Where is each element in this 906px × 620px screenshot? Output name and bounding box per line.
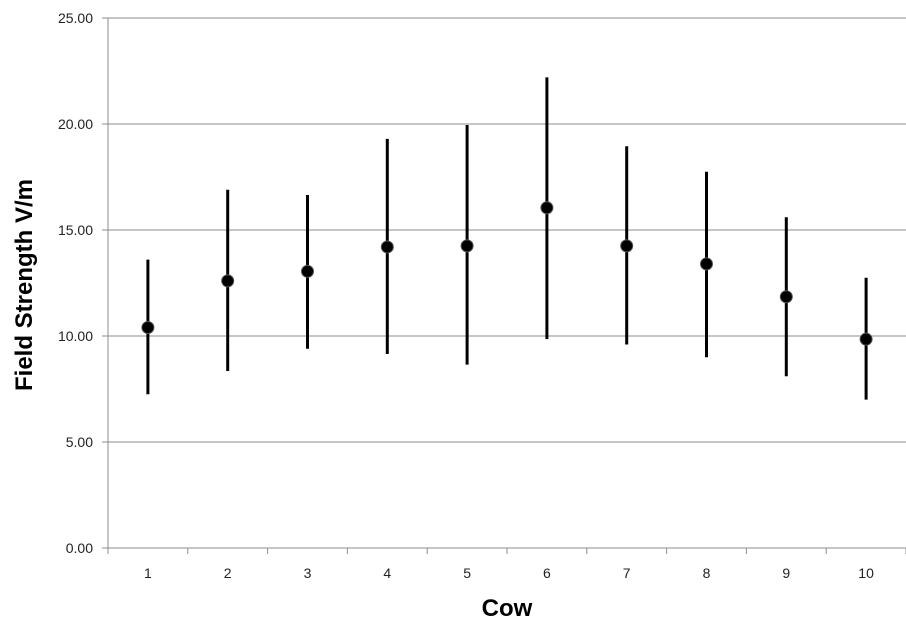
y-tick-label: 0.00 [66,540,93,556]
x-tick-label: 1 [144,565,152,581]
x-tick-label: 3 [304,565,312,581]
axes [102,17,906,554]
y-tick-label: 15.00 [58,222,93,238]
data-point [620,239,634,253]
y-tick-label: 10.00 [58,328,93,344]
x-tick-label: 4 [383,565,391,581]
data-points [141,201,873,346]
data-point [380,240,394,254]
data-point [859,332,873,346]
data-point [301,264,314,278]
data-point [700,257,713,271]
x-tick-label: 9 [782,565,790,581]
x-tick-label: 6 [543,565,551,581]
x-tick-label: 2 [224,565,232,581]
x-tick-label: 7 [623,565,631,581]
data-point [779,290,793,304]
x-axis-title: Cow [482,595,533,620]
x-tick-label: 5 [463,565,471,581]
y-tick-label: 5.00 [66,434,93,450]
y-tick-labels: 0.00 5.00 10.00 15.00 20.00 25.00 [58,10,93,556]
data-point [460,239,474,253]
x-tick-labels: 1 2 3 4 5 6 7 8 9 10 [144,565,874,581]
y-tick-label: 20.00 [58,116,93,132]
gridlines [108,17,906,443]
x-tick-label: 8 [703,565,711,581]
data-point [141,321,155,335]
y-tick-label: 25.00 [58,10,93,26]
y-axis-title: Field Strength V/m [11,179,38,391]
data-point [221,274,235,288]
error-bars [146,77,868,400]
x-tick-label: 10 [858,565,874,581]
data-point [540,201,554,215]
